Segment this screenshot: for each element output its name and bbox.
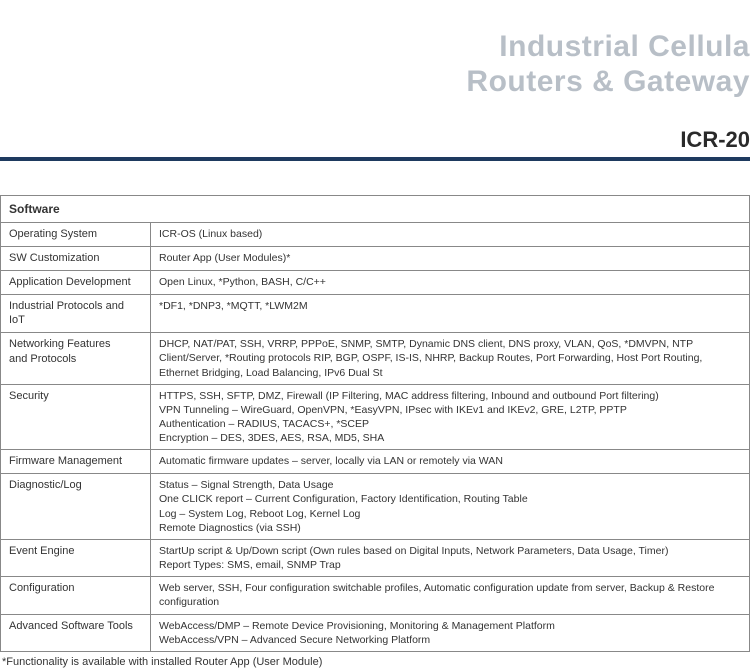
- table-row: SW CustomizationRouter App (User Modules…: [1, 246, 750, 270]
- spec-table: Software Operating SystemICR-OS (Linux b…: [0, 195, 750, 652]
- section-header-row: Software: [1, 196, 750, 223]
- table-row: Advanced Software ToolsWebAccess/DMP – R…: [1, 614, 750, 651]
- row-label: Operating System: [1, 223, 151, 247]
- table-row: SecurityHTTPS, SSH, SFTP, DMZ, Firewall …: [1, 384, 750, 450]
- row-label: Advanced Software Tools: [1, 614, 151, 651]
- row-value: Router App (User Modules)*: [151, 246, 750, 270]
- row-value: Automatic firmware updates – server, loc…: [151, 450, 750, 474]
- row-label: Security: [1, 384, 151, 450]
- header: Industrial Cellula Routers & Gateway ICR…: [0, 0, 750, 171]
- row-value: ICR-OS (Linux based): [151, 223, 750, 247]
- row-value: HTTPS, SSH, SFTP, DMZ, Firewall (IP Filt…: [151, 384, 750, 450]
- table-row: Application DevelopmentOpen Linux, *Pyth…: [1, 270, 750, 294]
- row-value: DHCP, NAT/PAT, SSH, VRRP, PPPoE, SNMP, S…: [151, 333, 750, 385]
- row-value: *DF1, *DNP3, *MQTT, *LWM2M: [151, 294, 750, 333]
- section-header: Software: [1, 196, 750, 223]
- footnote: *Functionality is available with install…: [0, 652, 750, 672]
- row-value: Web server, SSH, Four configuration swit…: [151, 577, 750, 614]
- title-line-1: Industrial Cellula: [499, 30, 750, 63]
- row-label: Event Engine: [1, 539, 151, 576]
- row-label: Networking Features and Protocols: [1, 333, 151, 385]
- table-row: Operating SystemICR-OS (Linux based): [1, 223, 750, 247]
- row-label: Firmware Management: [1, 450, 151, 474]
- table-row: Networking Features and ProtocolsDHCP, N…: [1, 333, 750, 385]
- table-row: Diagnostic/LogStatus – Signal Strength, …: [1, 474, 750, 540]
- table-row: ConfigurationWeb server, SSH, Four confi…: [1, 577, 750, 614]
- row-label: Application Development: [1, 270, 151, 294]
- row-label: Industrial Protocols and IoT: [1, 294, 151, 333]
- page-title: Industrial Cellula Routers & Gateway: [0, 30, 750, 99]
- row-value: Status – Signal Strength, Data Usage One…: [151, 474, 750, 540]
- row-value: StartUp script & Up/Down script (Own rul…: [151, 539, 750, 576]
- table-row: Event EngineStartUp script & Up/Down scr…: [1, 539, 750, 576]
- row-label: SW Customization: [1, 246, 151, 270]
- model-label: ICR-20: [680, 127, 750, 152]
- row-value: WebAccess/DMP – Remote Device Provisioni…: [151, 614, 750, 651]
- title-line-2: Routers & Gateway: [466, 65, 750, 98]
- table-row: Firmware ManagementAutomatic firmware up…: [1, 450, 750, 474]
- model-bar: ICR-20: [0, 127, 750, 161]
- row-label: Configuration: [1, 577, 151, 614]
- row-label: Diagnostic/Log: [1, 474, 151, 540]
- row-value: Open Linux, *Python, BASH, C/C++: [151, 270, 750, 294]
- table-row: Industrial Protocols and IoT*DF1, *DNP3,…: [1, 294, 750, 333]
